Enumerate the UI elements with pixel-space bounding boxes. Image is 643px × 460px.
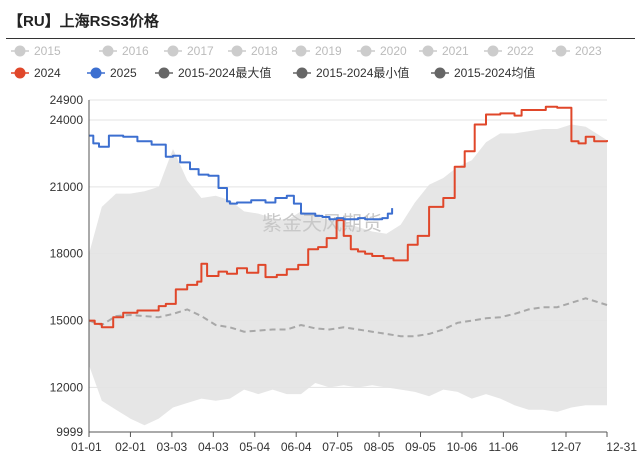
legend-label: 2016 xyxy=(122,44,149,58)
x-tick-label: 12-31 xyxy=(606,440,637,454)
y-tick-label: 24900 xyxy=(50,93,84,107)
legend-marker xyxy=(167,45,179,57)
legend-marker xyxy=(422,45,434,57)
y-tick-label: 9999 xyxy=(56,425,83,439)
legend-marker xyxy=(14,67,26,79)
legend-item-2020[interactable]: 2020 xyxy=(357,44,407,58)
page-title: 【RU】上海RSS3价格 xyxy=(8,13,159,30)
x-tick-label: 05-04 xyxy=(239,440,270,454)
legend-marker xyxy=(487,45,499,57)
legend-item-2025[interactable]: 2025 xyxy=(87,66,137,80)
legend: 2015 2016 2017 2018 2019 2020 2021 2022 2023 2024… xyxy=(11,44,602,80)
y-tick-label: 24000 xyxy=(50,113,84,127)
watermark: 紫金天风期货 xyxy=(262,211,382,235)
legend-item-2019[interactable]: 2019 xyxy=(292,44,342,58)
legend-label: 2015-2024最大值 xyxy=(178,65,271,80)
legend-label: 2024 xyxy=(34,66,61,80)
legend-marker xyxy=(102,45,114,57)
legend-item-2023[interactable]: 2023 xyxy=(552,44,602,58)
legend-marker xyxy=(14,45,26,57)
legend-label: 2015-2024均值 xyxy=(454,65,535,80)
legend-item-2018[interactable]: 2018 xyxy=(228,44,278,58)
x-tick-label: 08-05 xyxy=(364,440,395,454)
x-tick-label: 12-07 xyxy=(551,440,582,454)
title-divider xyxy=(6,38,635,39)
y-tick-label: 12000 xyxy=(50,380,84,394)
legend-item-2015-2024均值[interactable]: 2015-2024均值 xyxy=(431,65,535,80)
x-tick-label: 09-05 xyxy=(405,440,436,454)
legend-marker xyxy=(555,45,567,57)
legend-marker xyxy=(434,67,446,79)
x-tick-label: 03-03 xyxy=(157,440,188,454)
legend-label: 2015-2024最小值 xyxy=(316,65,409,80)
legend-item-2015-2024最小值[interactable]: 2015-2024最小值 xyxy=(293,65,409,80)
legend-label: 2021 xyxy=(442,44,469,58)
legend-label: 2022 xyxy=(507,44,534,58)
x-tick-label: 11-06 xyxy=(488,440,518,454)
legend-marker xyxy=(360,45,372,57)
legend-item-2024[interactable]: 2024 xyxy=(11,66,61,80)
legend-label: 2017 xyxy=(187,44,214,58)
x-tick-label: 07-05 xyxy=(322,440,353,454)
legend-marker xyxy=(158,67,170,79)
series-line-2025 xyxy=(89,134,394,221)
legend-label: 2023 xyxy=(575,44,602,58)
legend-label: 2019 xyxy=(315,44,342,58)
legend-item-2022[interactable]: 2022 xyxy=(484,44,534,58)
legend-marker xyxy=(296,67,308,79)
y-tick-label: 15000 xyxy=(50,314,84,328)
legend-item-2016[interactable]: 2016 xyxy=(99,44,149,58)
legend-item-2017[interactable]: 2017 xyxy=(164,44,214,58)
legend-marker xyxy=(295,45,307,57)
y-tick-label: 21000 xyxy=(50,180,84,194)
legend-marker xyxy=(231,45,243,57)
series-line-2024 xyxy=(89,105,608,329)
legend-item-2015[interactable]: 2015 xyxy=(11,44,61,58)
legend-item-2015-2024最大值[interactable]: 2015-2024最大值 xyxy=(155,65,271,80)
legend-label: 2015 xyxy=(34,44,61,58)
x-tick-label: 10-06 xyxy=(447,440,478,454)
legend-marker xyxy=(90,67,102,79)
x-tick-label: 01-01 xyxy=(71,440,102,454)
series-line-avg xyxy=(88,297,608,338)
legend-label: 2025 xyxy=(110,66,137,80)
x-tick-label: 06-04 xyxy=(281,440,312,454)
legend-label: 2020 xyxy=(380,44,407,58)
x-tick-label: 02-01 xyxy=(115,440,146,454)
plot-area: 紫金天风期货 9999 12000 15000 18000 21000 24000 24900… xyxy=(50,93,638,454)
y-tick-label: 18000 xyxy=(50,247,84,261)
max-min-band xyxy=(89,124,607,426)
legend-label: 2018 xyxy=(251,44,278,58)
legend-item-2021[interactable]: 2021 xyxy=(419,44,469,58)
x-tick-label: 04-03 xyxy=(198,440,229,454)
